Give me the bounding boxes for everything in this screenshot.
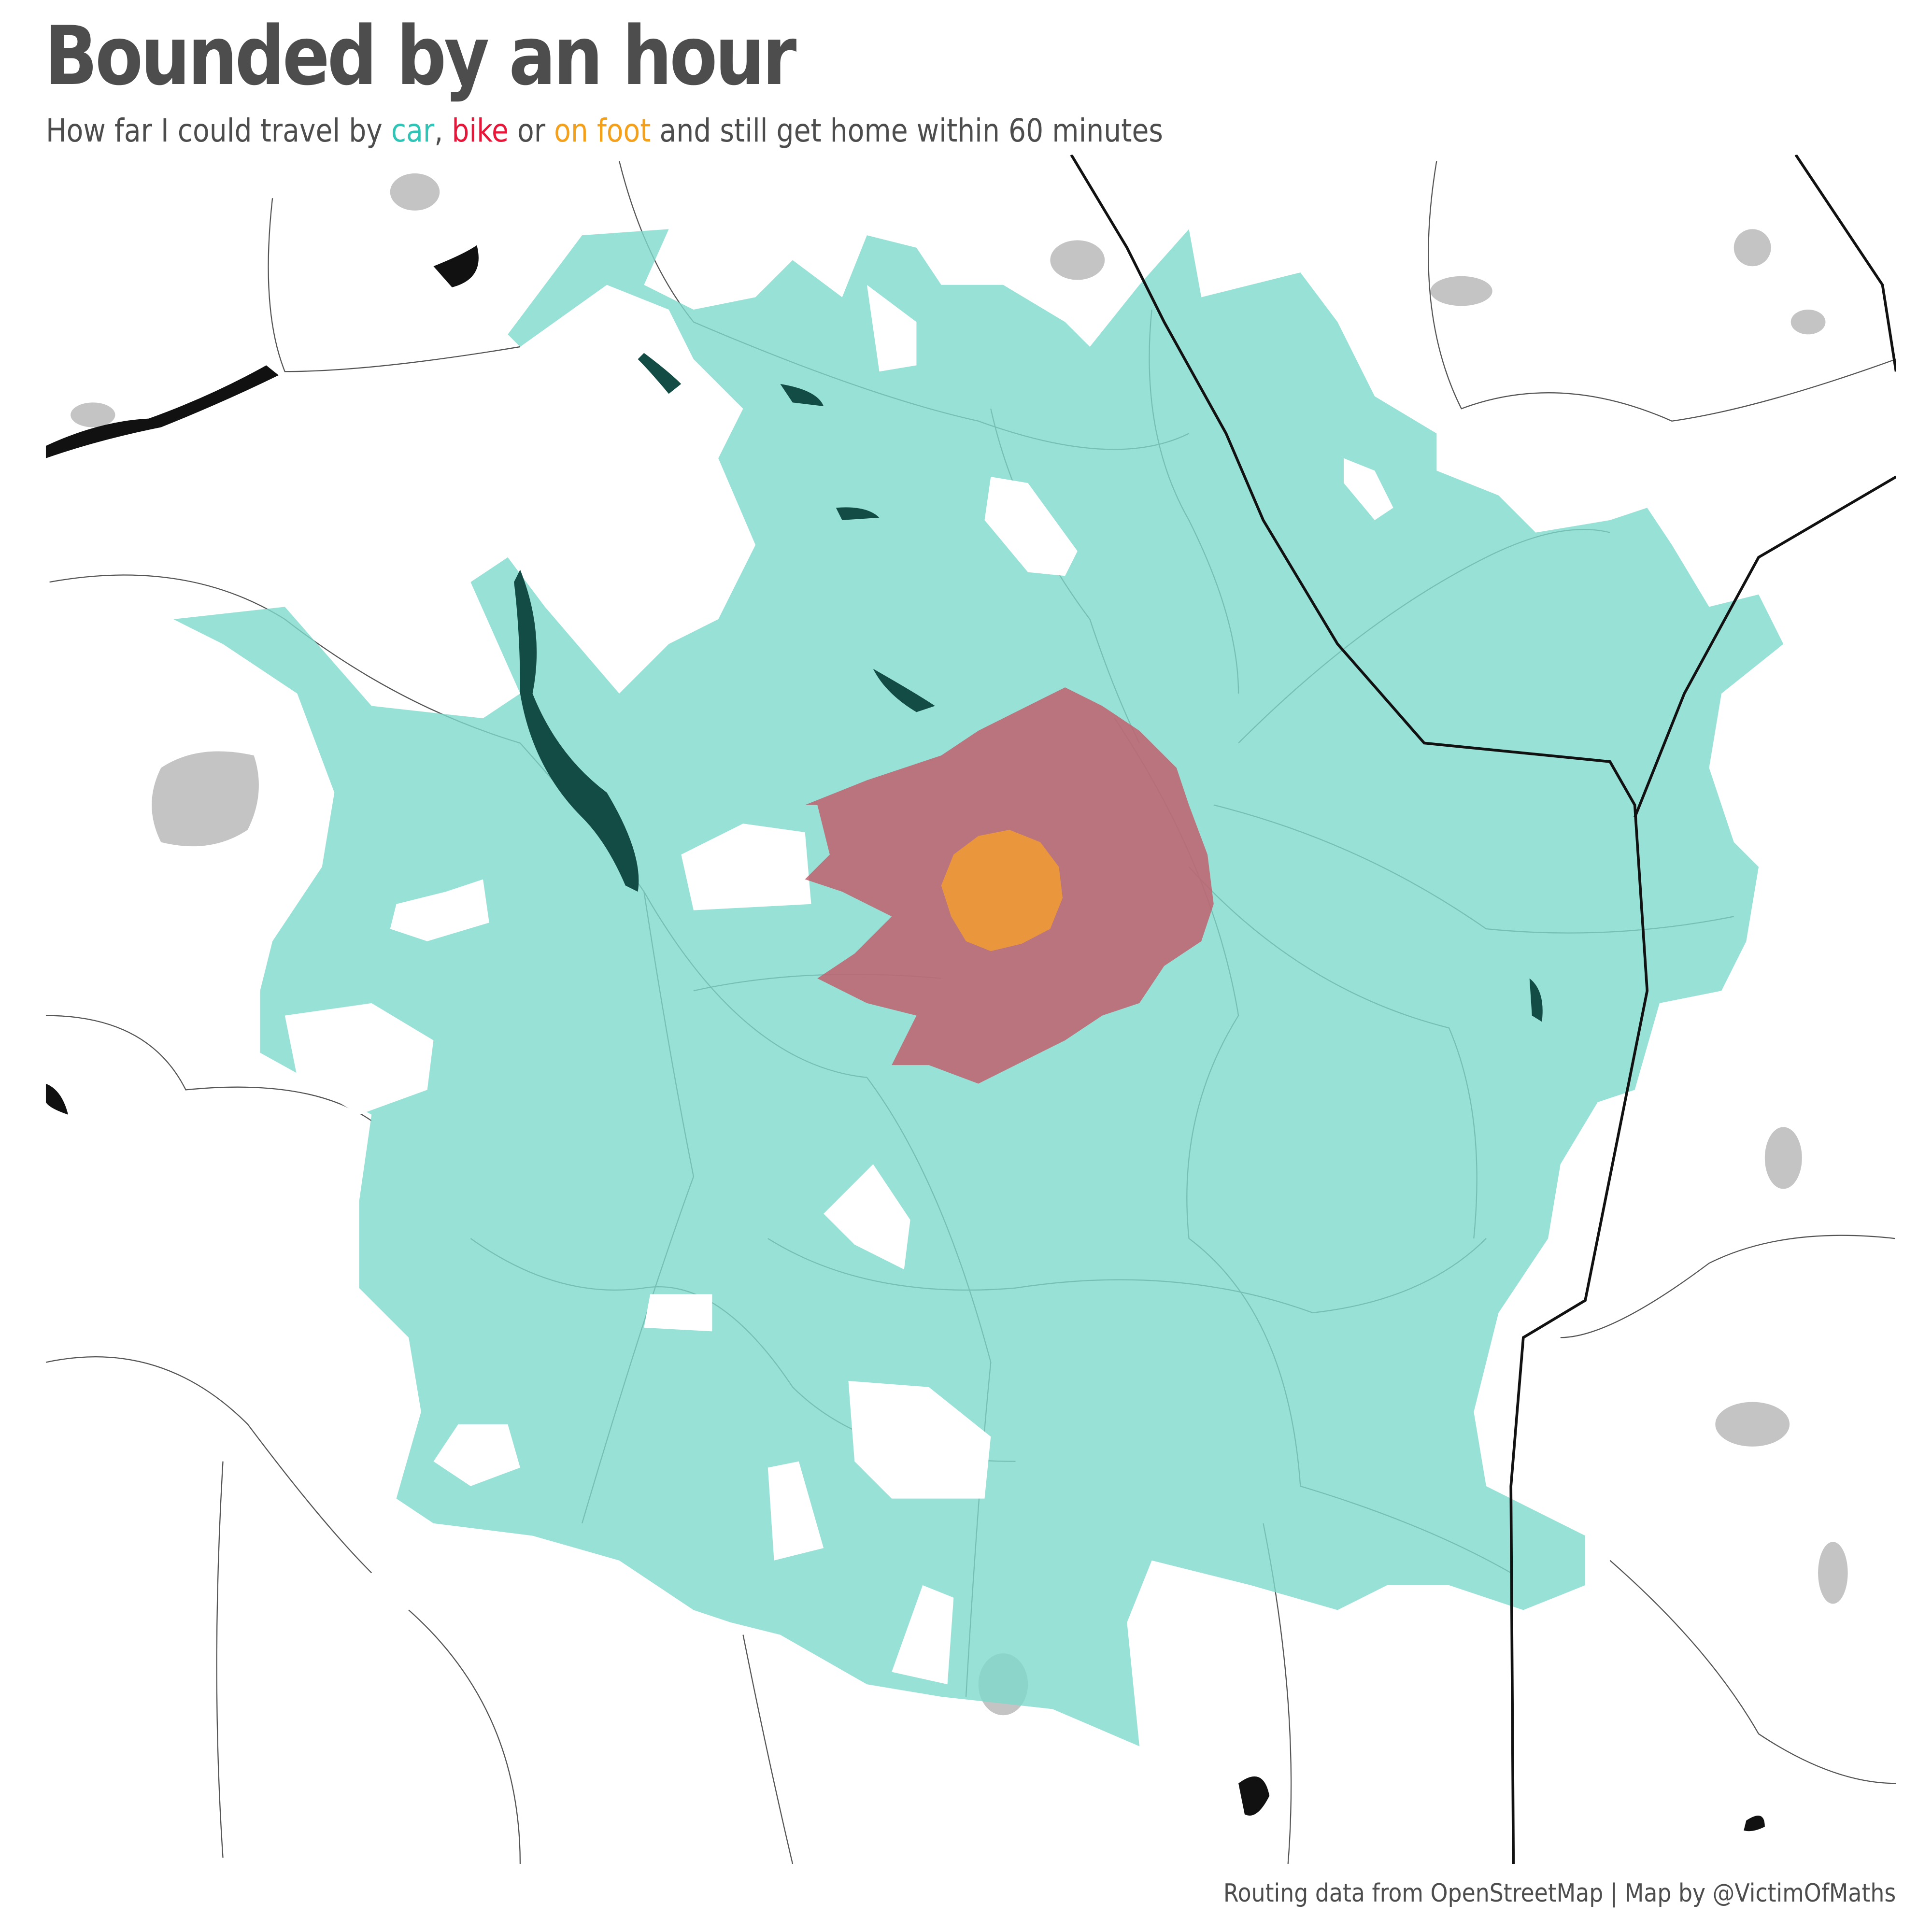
water-bodies [45,245,1765,1832]
legend-foot: on foot [554,112,651,149]
isochrone-holes [284,284,1393,1685]
legend-bike: bike [452,112,509,149]
urban-areas [71,173,1848,1716]
page-title: Bounded by an hour [44,9,796,103]
subtitle-sep: , [434,112,452,149]
foot-isochrone [941,829,1063,952]
reservoirs [514,353,1543,1022]
motorways [1070,155,1896,1864]
subtitle: How far I could travel by car, bike or o… [46,112,1163,149]
subtitle-prefix: How far I could travel by [46,112,391,149]
subtitle-sep: or [508,112,554,149]
footer-credit: Routing data from OpenStreetMap | Map by… [1223,1879,1896,1908]
legend-car: car [391,112,435,149]
subtitle-suffix: and still get home within 60 minutes [651,112,1163,149]
